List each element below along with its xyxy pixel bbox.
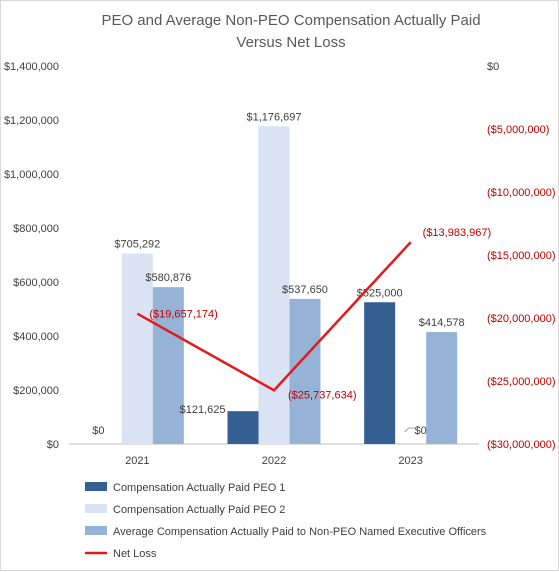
legend-label: Compensation Actually Paid PEO 1 [113, 482, 285, 494]
bar-series [121, 126, 458, 444]
bar-data-label: $0 [415, 425, 427, 437]
bar [152, 287, 184, 444]
legend-label: Average Compensation Actually Paid to No… [113, 526, 487, 538]
net-loss-line [136, 241, 412, 392]
y-right-tick-label: ($20,000,000) [487, 313, 556, 325]
y-left-tick-label: $200,000 [13, 385, 59, 397]
bar [426, 332, 458, 444]
legend-swatch [85, 482, 107, 491]
legend: Compensation Actually Paid PEO 1 Compensa… [85, 482, 487, 560]
y-right-tick-label: ($10,000,000) [487, 187, 556, 199]
bar [121, 253, 153, 444]
y-left-tick-label: $800,000 [13, 223, 59, 235]
y-right-tick-label: ($25,000,000) [487, 376, 556, 388]
x-tick-label: 2022 [262, 455, 286, 467]
legend-label: Net Loss [113, 548, 157, 560]
x-tick-label: 2021 [125, 455, 149, 467]
y-left-tick-label: $0 [47, 439, 59, 451]
data-label-leader-line [404, 427, 417, 433]
chart-title-line-1: PEO and Average Non-PEO Compensation Act… [101, 12, 480, 29]
net-loss-line-layer: ($19,657,174) ($25,737,634) ($13,983,967) [136, 227, 492, 401]
legend-swatch [85, 504, 107, 513]
bar-data-label: $0 [92, 425, 104, 437]
bar-data-label: $580,876 [145, 272, 191, 284]
bar-data-label: $414,578 [419, 317, 465, 329]
y-axis-right: $0 ($5,000,000) ($10,000,000) ($15,000,000)… [487, 61, 556, 451]
bar-data-labels: $0 $121,625 $525,000 $705,292 $1,176,697 $0 $5… [92, 111, 464, 437]
net-loss-data-label: ($13,983,967) [423, 227, 492, 239]
y-right-tick-label: ($15,000,000) [487, 250, 556, 262]
net-loss-data-label: ($25,737,634) [288, 389, 357, 401]
y-right-tick-label: ($5,000,000) [487, 124, 549, 136]
bar-data-label: $1,176,697 [246, 111, 301, 123]
bar [289, 298, 321, 444]
y-axis-left: $0 $200,000 $400,000 $600,000 $800,000 $1,000… [4, 61, 59, 451]
bar-data-label: $525,000 [357, 287, 403, 299]
x-axis-ticks: 2021 2022 2023 [125, 455, 423, 467]
bar [227, 411, 259, 444]
legend-label: Compensation Actually Paid PEO 2 [113, 504, 285, 516]
legend-swatch [85, 526, 107, 535]
y-left-tick-label: $1,400,000 [4, 61, 59, 73]
chart-title-line-2: Versus Net Loss [236, 34, 345, 51]
y-right-tick-label: $0 [487, 61, 499, 73]
bar [364, 302, 396, 444]
y-right-tick-label: ($30,000,000) [487, 439, 556, 451]
bar-data-label: $121,625 [180, 404, 226, 416]
y-left-tick-label: $600,000 [13, 277, 59, 289]
y-left-tick-label: $1,000,000 [4, 169, 59, 181]
y-left-tick-label: $400,000 [13, 331, 59, 343]
x-tick-label: 2023 [398, 455, 422, 467]
bar-data-label: $537,650 [282, 284, 328, 296]
y-left-tick-label: $1,200,000 [4, 115, 59, 127]
bar-data-label: $705,292 [114, 239, 160, 251]
net-loss-data-label: ($19,657,174) [149, 309, 218, 321]
